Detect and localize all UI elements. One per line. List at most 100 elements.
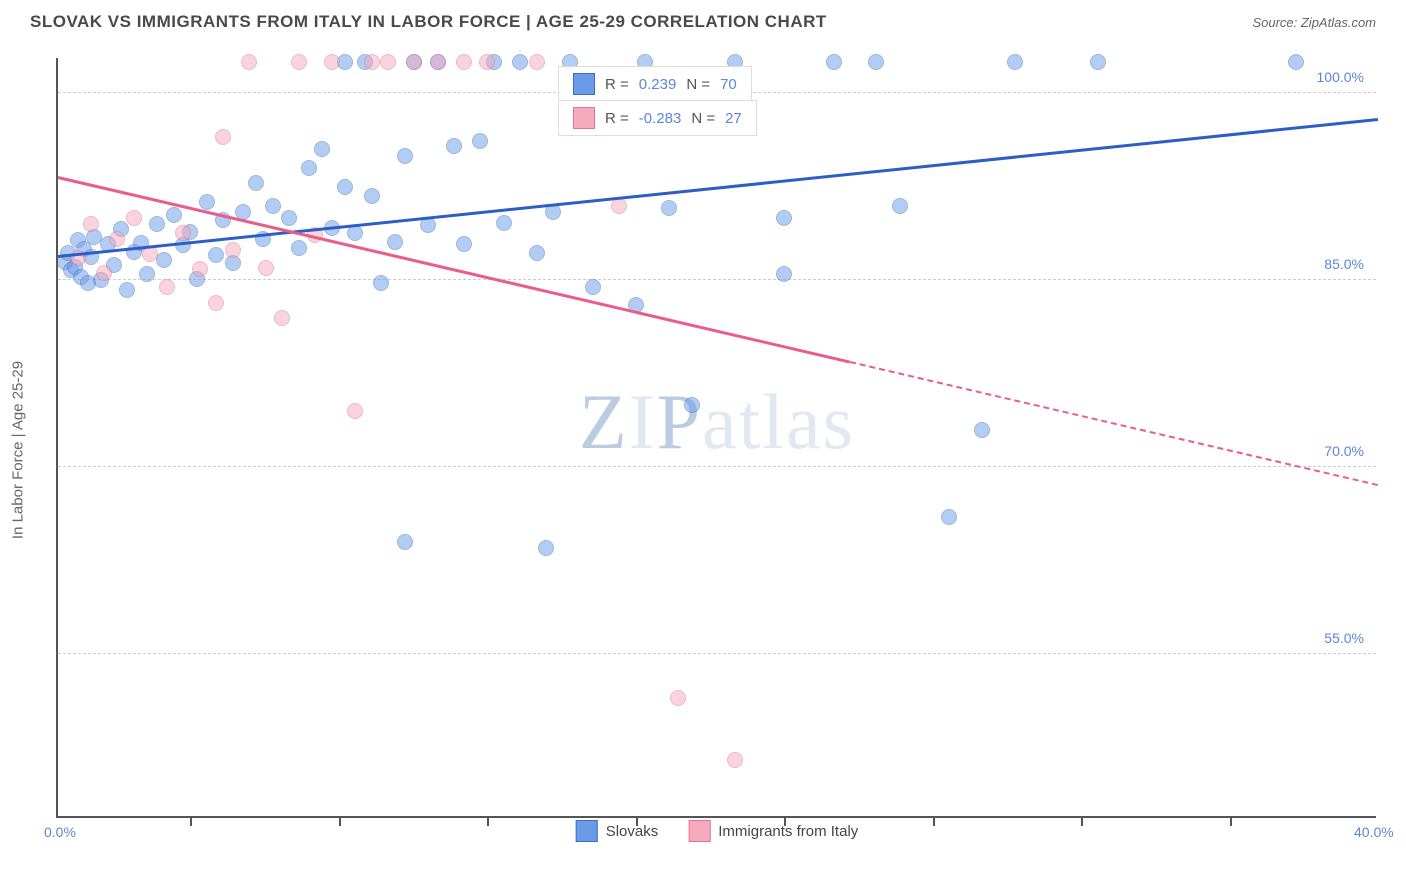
scatter-point	[159, 279, 175, 295]
legend-swatch-icon	[688, 820, 710, 842]
legend-swatch-icon	[576, 820, 598, 842]
scatter-point	[199, 194, 215, 210]
scatter-point	[192, 261, 208, 277]
scatter-point	[291, 54, 307, 70]
scatter-point	[776, 266, 792, 282]
scatter-point	[456, 236, 472, 252]
scatter-point	[215, 129, 231, 145]
scatter-point	[974, 422, 990, 438]
gridline-h	[58, 466, 1376, 467]
x-tick-mark	[933, 816, 935, 826]
y-tick-label: 85.0%	[1324, 256, 1364, 272]
chart-area: In Labor Force | Age 25-29 ZIPatlas 55.0…	[0, 40, 1406, 860]
scatter-point	[373, 275, 389, 291]
scatter-point	[96, 265, 112, 281]
legend-swatch-icon	[573, 73, 595, 95]
scatter-point	[314, 141, 330, 157]
scatter-point	[109, 231, 125, 247]
scatter-point	[529, 54, 545, 70]
stat-n-label: N =	[686, 76, 710, 93]
plot-region: ZIPatlas 55.0%70.0%85.0%100.0%0.0%40.0%R…	[56, 58, 1376, 818]
scatter-point	[142, 246, 158, 262]
scatter-point	[892, 198, 908, 214]
scatter-point	[479, 54, 495, 70]
x-tick-mark	[339, 816, 341, 826]
scatter-point	[684, 397, 700, 413]
scatter-point	[670, 690, 686, 706]
scatter-point	[1007, 54, 1023, 70]
y-tick-label: 55.0%	[1324, 630, 1364, 646]
legend-swatch-icon	[573, 107, 595, 129]
scatter-point	[538, 540, 554, 556]
scatter-point	[347, 403, 363, 419]
chart-header: SLOVAK VS IMMIGRANTS FROM ITALY IN LABOR…	[0, 0, 1406, 40]
gridline-h	[58, 653, 1376, 654]
x-tick-label: 0.0%	[44, 824, 76, 840]
stat-r-value: -0.283	[639, 110, 682, 127]
stat-r-label: R =	[605, 110, 629, 127]
scatter-point	[324, 54, 340, 70]
scatter-point	[347, 225, 363, 241]
legend-label: Immigrants from Italy	[718, 823, 858, 840]
y-tick-label: 100.0%	[1317, 69, 1364, 85]
stat-n-value: 27	[725, 110, 742, 127]
scatter-point	[826, 54, 842, 70]
scatter-point	[274, 310, 290, 326]
watermark-text: ZIPatlas	[579, 377, 855, 467]
scatter-point	[430, 54, 446, 70]
scatter-point	[776, 210, 792, 226]
stat-r-value: 0.239	[639, 76, 677, 93]
x-tick-mark	[1230, 816, 1232, 826]
scatter-point	[472, 133, 488, 149]
x-tick-mark	[1081, 816, 1083, 826]
scatter-point	[512, 54, 528, 70]
scatter-point	[208, 295, 224, 311]
chart-title: SLOVAK VS IMMIGRANTS FROM ITALY IN LABOR…	[30, 12, 827, 32]
legend-item: Slovaks	[576, 820, 659, 842]
scatter-point	[364, 54, 380, 70]
scatter-point	[166, 207, 182, 223]
scatter-point	[941, 509, 957, 525]
x-tick-mark	[487, 816, 489, 826]
source-label: Source: ZipAtlas.com	[1252, 15, 1376, 30]
scatter-point	[397, 534, 413, 550]
scatter-point	[175, 225, 191, 241]
scatter-point	[265, 198, 281, 214]
scatter-point	[406, 54, 422, 70]
gridline-h	[58, 279, 1376, 280]
scatter-point	[1288, 54, 1304, 70]
scatter-point	[301, 160, 317, 176]
scatter-point	[496, 215, 512, 231]
scatter-point	[529, 245, 545, 261]
scatter-point	[420, 217, 436, 233]
scatter-point	[281, 210, 297, 226]
scatter-point	[456, 54, 472, 70]
scatter-point	[291, 240, 307, 256]
scatter-point	[446, 138, 462, 154]
scatter-point	[149, 216, 165, 232]
scatter-point	[397, 148, 413, 164]
scatter-point	[83, 216, 99, 232]
scatter-point	[241, 54, 257, 70]
scatter-point	[727, 752, 743, 768]
legend-label: Slovaks	[606, 823, 659, 840]
y-axis-label: In Labor Force | Age 25-29	[10, 361, 27, 539]
scatter-point	[364, 188, 380, 204]
scatter-point	[258, 260, 274, 276]
scatter-point	[126, 210, 142, 226]
scatter-point	[387, 234, 403, 250]
stat-n-label: N =	[691, 110, 715, 127]
trendline	[58, 176, 851, 363]
scatter-point	[139, 266, 155, 282]
x-tick-mark	[190, 816, 192, 826]
scatter-point	[380, 54, 396, 70]
stat-box: R =0.239N =70	[558, 66, 752, 102]
scatter-point	[208, 247, 224, 263]
scatter-point	[611, 198, 627, 214]
legend-item: Immigrants from Italy	[688, 820, 858, 842]
scatter-point	[119, 282, 135, 298]
scatter-point	[661, 200, 677, 216]
stat-n-value: 70	[720, 76, 737, 93]
scatter-point	[868, 54, 884, 70]
scatter-point	[225, 242, 241, 258]
